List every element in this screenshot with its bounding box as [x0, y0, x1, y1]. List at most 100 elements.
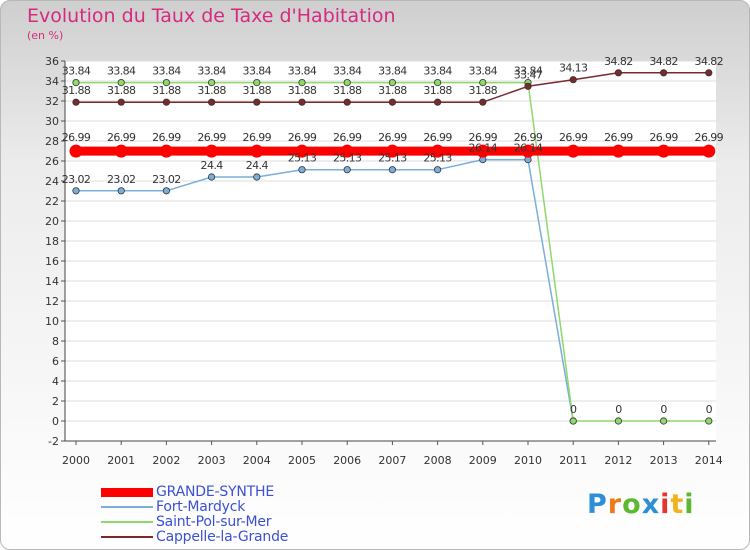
data-label-saint-pol-sur-mer: 33.84: [378, 65, 407, 78]
y-tick-label: 24: [45, 175, 59, 188]
logo-letter: t: [670, 489, 685, 520]
y-tick-label: 22: [45, 195, 59, 208]
data-label-saint-pol-sur-mer: 33.84: [243, 65, 272, 78]
y-tick-label: 14: [45, 275, 59, 288]
data-label-cappelle-la-grande: 31.88: [197, 84, 226, 97]
data-label-cappelle-la-grande: 34.82: [695, 55, 724, 68]
data-point-saint-pol-sur-mer: [298, 79, 306, 87]
data-label-fort-mardyck: 24.4: [246, 159, 269, 172]
x-tick-label: 2007: [378, 454, 406, 467]
data-label-fort-mardyck: 23.02: [152, 173, 181, 186]
data-point-cappelle-la-grande: [569, 76, 577, 84]
data-label-saint-pol-sur-mer: 33.84: [423, 65, 452, 78]
chart-title: Evolution du Taux de Taxe d'Habitation: [27, 5, 396, 27]
x-tick-label: 2004: [243, 454, 271, 467]
data-point-fort-mardyck: [388, 166, 396, 174]
data-label-cappelle-la-grande: 31.88: [152, 84, 181, 97]
data-point-grande-synthe: [476, 144, 490, 158]
data-point-grande-synthe: [114, 144, 128, 158]
series-line-fort-mardyck: [76, 158, 574, 422]
data-point-saint-pol-sur-mer: [253, 79, 261, 87]
data-point-cappelle-la-grande: [705, 69, 713, 77]
legend-swatch-grande-synthe: [101, 488, 153, 497]
data-label-saint-pol-sur-mer: 33.84: [107, 65, 136, 78]
data-point-saint-pol-sur-mer: [433, 79, 442, 87]
proxiti-logo: Proxiti: [587, 489, 695, 520]
data-label-saint-pol-sur-mer: 33.84: [62, 65, 91, 78]
x-tick-label: 2014: [695, 454, 723, 467]
y-tick-label: 20: [45, 215, 59, 228]
data-label-saint-pol-sur-mer: 33.84: [333, 65, 362, 78]
y-tick-label: 34: [45, 75, 59, 88]
y-tick-label: 16: [45, 255, 59, 268]
unit-label: (en %): [27, 29, 64, 42]
plot-area: [65, 61, 716, 441]
y-tick-label: 32: [45, 95, 59, 108]
data-label-fort-mardyck: 25.13: [288, 152, 317, 165]
data-point-cappelle-la-grande: [72, 98, 80, 106]
data-point-fort-mardyck: [162, 187, 170, 195]
data-point-grande-synthe: [205, 144, 219, 158]
data-label-cappelle-la-grande: 31.88: [469, 84, 498, 97]
data-label-grande-synthe: 26.99: [514, 131, 543, 144]
logo-letter: r: [607, 489, 623, 520]
data-point-grande-synthe: [702, 144, 716, 158]
data-point-cappelle-la-grande: [117, 98, 125, 106]
data-point-grande-synthe: [566, 144, 580, 158]
data-label-grande-synthe: 26.99: [62, 131, 91, 144]
data-point-grande-synthe: [69, 144, 83, 158]
y-tick-label: 30: [45, 115, 59, 128]
data-point-cappelle-la-grande: [208, 98, 216, 106]
y-tick-label: 12: [45, 295, 59, 308]
data-label-saint-pol-sur-mer: 0: [660, 403, 667, 416]
logo-letter: i: [660, 489, 671, 520]
x-tick-label: 2002: [152, 454, 180, 467]
legend-swatch-saint-pol-sur-mer: [101, 521, 153, 523]
data-label-grande-synthe: 26.99: [107, 131, 136, 144]
data-label-cappelle-la-grande: 31.88: [62, 84, 91, 97]
data-label-saint-pol-sur-mer: 0: [706, 403, 713, 416]
data-point-saint-pol-sur-mer: [343, 79, 351, 87]
data-point-fort-mardyck: [117, 187, 125, 195]
logo-letter: x: [641, 489, 661, 520]
data-point-saint-pol-sur-mer: [614, 417, 623, 425]
x-tick-label: 2008: [424, 454, 452, 467]
data-label-saint-pol-sur-mer: 33.84: [152, 65, 181, 78]
data-point-saint-pol-sur-mer: [208, 79, 216, 87]
data-label-fort-mardyck: 23.02: [62, 173, 91, 186]
data-label-cappelle-la-grande: 31.88: [107, 84, 136, 97]
data-label-saint-pol-sur-mer: 33.84: [288, 65, 317, 78]
data-point-cappelle-la-grande: [524, 82, 532, 90]
y-tick-label: 18: [45, 235, 59, 248]
data-point-fort-mardyck: [208, 173, 216, 181]
data-point-cappelle-la-grande: [343, 98, 351, 106]
data-label-cappelle-la-grande: 33.47: [514, 68, 543, 81]
data-point-grande-synthe: [431, 144, 445, 158]
data-label-grande-synthe: 26.99: [197, 131, 226, 144]
data-point-saint-pol-sur-mer: [72, 79, 80, 87]
data-label-saint-pol-sur-mer: 33.84: [514, 65, 543, 78]
data-label-cappelle-la-grande: 31.88: [333, 84, 362, 97]
data-label-fort-mardyck: 25.13: [333, 152, 362, 165]
x-tick-label: 2013: [650, 454, 678, 467]
data-point-cappelle-la-grande: [253, 98, 261, 106]
x-tick-label: 2001: [107, 454, 135, 467]
x-tick-label: 2000: [62, 454, 90, 467]
data-point-fort-mardyck: [433, 166, 442, 174]
data-label-fort-mardyck: 26.14: [469, 142, 498, 155]
y-tick-label: 28: [45, 135, 59, 148]
data-point-saint-pol-sur-mer: [705, 417, 713, 425]
x-tick-label: 2005: [288, 454, 316, 467]
x-tick-label: 2006: [333, 454, 361, 467]
x-tick-label: 2010: [514, 454, 542, 467]
data-point-fort-mardyck: [298, 166, 306, 174]
data-label-cappelle-la-grande: 31.88: [288, 84, 317, 97]
y-tick-label: 0: [52, 415, 59, 428]
logo-letter: i: [684, 489, 695, 520]
y-tick-label: 8: [52, 335, 59, 348]
data-point-grande-synthe: [295, 144, 309, 158]
data-point-fort-mardyck: [72, 187, 80, 195]
x-tick-label: 2009: [469, 454, 497, 467]
